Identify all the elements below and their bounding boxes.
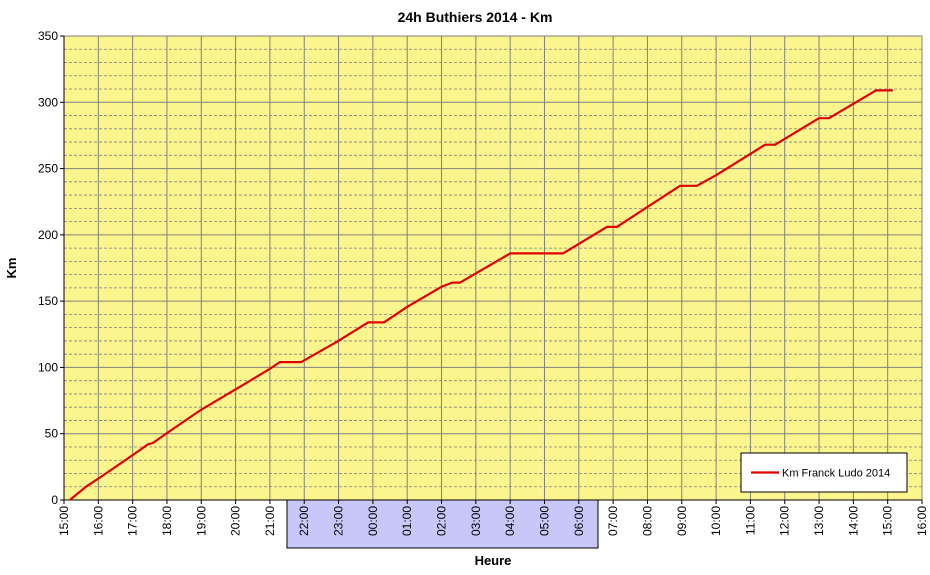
x-axis-label: Heure xyxy=(475,553,512,568)
x-tick-label: 04:00 xyxy=(503,506,517,536)
x-tick-label: 14:00 xyxy=(846,506,860,536)
y-tick-label: 300 xyxy=(38,95,58,109)
y-tick-label: 200 xyxy=(38,228,58,242)
x-tick-label: 16:00 xyxy=(91,506,105,536)
x-tick-label: 13:00 xyxy=(812,506,826,536)
data-line xyxy=(69,89,893,501)
x-tick-label: 23:00 xyxy=(332,506,346,536)
plot-area xyxy=(63,35,923,501)
x-tick-label: 06:00 xyxy=(572,506,586,536)
x-tick-label: 16:00 xyxy=(915,506,929,536)
x-tick-label: 19:00 xyxy=(194,506,208,536)
x-tick-label: 15:00 xyxy=(881,506,895,536)
y-tick-label: 0 xyxy=(51,493,58,507)
y-tick-label: 150 xyxy=(38,294,58,308)
night-band xyxy=(286,499,599,549)
x-tick-label: 18:00 xyxy=(160,506,174,536)
x-tick-label: 20:00 xyxy=(229,506,243,536)
chart-title: 24h Buthiers 2014 - Km xyxy=(398,9,553,25)
y-tick-label: 250 xyxy=(38,162,58,176)
x-tick-label: 08:00 xyxy=(640,506,654,536)
x-tick-label: 15:00 xyxy=(57,506,71,536)
x-tick-label: 21:00 xyxy=(263,506,277,536)
x-tick-label: 10:00 xyxy=(709,506,723,536)
y-tick-label: 50 xyxy=(45,427,59,441)
x-tick-label: 02:00 xyxy=(435,506,449,536)
x-tick-label: 00:00 xyxy=(366,506,380,536)
y-axis-label: Km xyxy=(4,258,19,279)
x-tick-label: 07:00 xyxy=(606,506,620,536)
x-tick-label: 17:00 xyxy=(126,506,140,536)
legend-label: Km Franck Ludo 2014 xyxy=(782,468,890,480)
x-tick-label: 03:00 xyxy=(469,506,483,536)
x-tick-label: 11:00 xyxy=(743,506,757,535)
x-tick-label: 01:00 xyxy=(400,506,414,536)
x-tick-label: 05:00 xyxy=(537,506,551,536)
x-tick-label: 12:00 xyxy=(778,506,792,536)
x-tick-label: 09:00 xyxy=(675,506,689,536)
y-tick-label: 100 xyxy=(38,360,58,374)
y-tick-label: 350 xyxy=(38,29,58,43)
x-tick-label: 22:00 xyxy=(297,506,311,536)
